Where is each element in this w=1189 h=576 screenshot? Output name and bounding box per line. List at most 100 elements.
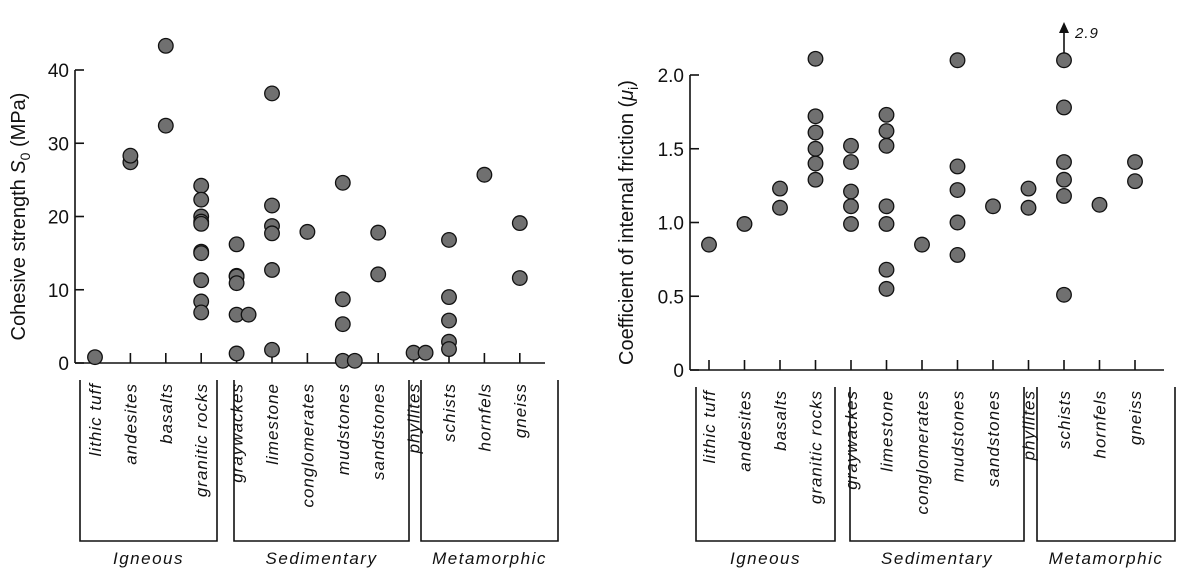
data-point	[1056, 286, 1072, 303]
category-label: mudstones	[334, 383, 353, 475]
data-point	[441, 231, 457, 248]
data-point	[240, 306, 257, 323]
category-label: lithic tuff	[700, 389, 719, 464]
data-point	[949, 246, 966, 263]
category-label: hornfels	[1091, 390, 1110, 458]
category-label: gneiss	[1126, 390, 1145, 445]
data-point	[1056, 154, 1072, 170]
category-label: hornfels	[475, 383, 494, 451]
data-point	[1056, 52, 1072, 69]
data-point	[1056, 187, 1072, 204]
data-point	[193, 177, 210, 194]
group-label: Sedimentary	[881, 549, 993, 568]
data-point	[193, 272, 210, 289]
data-point	[807, 171, 824, 188]
data-point	[334, 174, 351, 191]
y-tick-label: 1.0	[658, 214, 684, 235]
data-point	[228, 275, 245, 292]
data-point	[193, 304, 210, 321]
data-point	[193, 191, 210, 208]
category-label: schists	[440, 383, 459, 442]
y-tick-label: 2.0	[658, 66, 684, 87]
data-point	[157, 117, 174, 134]
category-label: andesites	[736, 390, 755, 472]
data-point	[949, 214, 966, 231]
data-point	[949, 52, 966, 69]
data-point	[772, 180, 788, 197]
data-point	[264, 197, 280, 214]
arrow-up-icon	[1059, 22, 1069, 33]
category-label: granitic rocks	[192, 383, 211, 497]
group-bracket	[1036, 387, 1176, 542]
data-point	[878, 261, 895, 278]
category-label: granitic rocks	[807, 390, 826, 504]
category-label: limestone	[878, 390, 897, 472]
group-label: Igneous	[730, 549, 801, 568]
data-point	[1127, 173, 1143, 190]
category-label: mudstones	[949, 390, 968, 482]
category-label: schists	[1055, 390, 1074, 449]
y-tick-label: 40	[48, 61, 69, 82]
data-point	[1056, 171, 1072, 188]
category-label: limestone	[263, 383, 282, 465]
data-point	[807, 140, 824, 157]
group-bracket	[695, 387, 836, 542]
data-point	[193, 245, 210, 262]
y-tick-label: 0	[673, 361, 684, 382]
data-point	[878, 137, 895, 154]
category-label: lithic tuff	[86, 382, 105, 457]
group-label: Sedimentary	[266, 549, 378, 568]
category-label: basalts	[157, 383, 176, 444]
data-point	[843, 216, 859, 232]
data-point	[476, 166, 493, 183]
category-label: gneiss	[511, 383, 530, 438]
data-point	[264, 341, 280, 358]
data-point	[985, 198, 1001, 215]
data-point	[878, 216, 895, 232]
internal-friction-chart: 0 0.5 1.0 1.5 2.0 Coefficient of internal fri…	[616, 22, 1176, 568]
data-point	[228, 345, 245, 362]
data-point	[878, 280, 895, 297]
group-bracket	[79, 380, 218, 542]
data-point	[441, 312, 457, 329]
data-point	[878, 123, 895, 140]
data-point	[417, 344, 434, 361]
data-point	[949, 158, 966, 175]
data-point	[264, 262, 280, 278]
data-point	[701, 236, 717, 253]
category-label: graywackes	[228, 383, 247, 483]
off-scale-annotation: 2.9	[1074, 25, 1099, 42]
data-point	[807, 50, 824, 67]
group-label: Metamorphic	[1049, 549, 1164, 568]
group-label: Metamorphic	[432, 549, 547, 568]
category-label: sandstones	[369, 383, 388, 480]
data-point	[441, 289, 457, 306]
group-bracket	[233, 380, 410, 542]
data-point	[157, 37, 174, 54]
y-axis-label: Coefficient of internal friction (μi)	[616, 80, 641, 365]
data-point	[878, 198, 895, 215]
data-point	[1091, 196, 1108, 213]
data-point	[511, 215, 528, 232]
category-label: graywackes	[842, 390, 861, 490]
data-point	[346, 352, 363, 369]
data-point	[334, 316, 351, 333]
data-point	[1020, 180, 1037, 197]
y-tick-label: 0.5	[658, 287, 684, 308]
category-label: andesites	[121, 383, 140, 465]
data-point	[1127, 154, 1143, 170]
data-point	[807, 108, 824, 125]
data-point	[843, 137, 859, 154]
data-point	[878, 106, 895, 123]
data-point	[807, 124, 824, 141]
category-label: basalts	[771, 390, 790, 451]
data-point	[843, 198, 859, 215]
category-label: phyllites	[1020, 390, 1039, 461]
data-point	[441, 341, 457, 358]
data-point	[949, 182, 966, 199]
y-tick-label: 30	[48, 134, 69, 155]
category-label: conglomerates	[913, 390, 932, 515]
data-point	[87, 349, 103, 366]
data-point	[264, 85, 280, 102]
cohesive-strength-chart: 0 10 20 30 40 Cohesive strength S0 (MPa) lithi…	[8, 37, 559, 568]
